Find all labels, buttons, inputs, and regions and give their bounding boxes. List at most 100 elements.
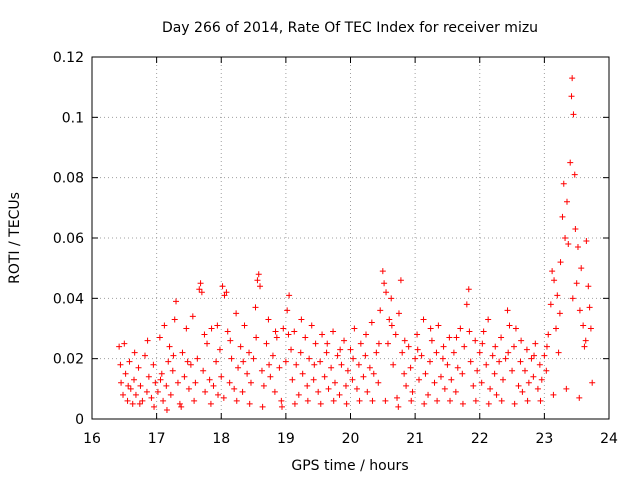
data-point	[198, 289, 205, 296]
data-point	[347, 346, 354, 353]
data-point	[472, 337, 479, 344]
data-point	[308, 322, 315, 329]
data-point	[517, 358, 524, 365]
data-point	[267, 373, 274, 380]
data-point	[463, 301, 470, 308]
data-point	[578, 265, 585, 272]
data-point	[356, 397, 363, 404]
data-point	[284, 307, 291, 314]
data-point	[331, 379, 338, 386]
data-point	[383, 289, 390, 296]
data-point	[362, 352, 369, 359]
data-point	[525, 379, 532, 386]
data-point	[254, 277, 261, 284]
data-point	[197, 280, 204, 287]
data-point	[247, 379, 254, 386]
data-point	[434, 397, 441, 404]
data-point	[271, 388, 278, 395]
data-point	[257, 283, 264, 290]
data-point	[576, 394, 583, 401]
data-point	[152, 379, 159, 386]
data-point	[226, 379, 233, 386]
data-point	[565, 241, 572, 248]
axis-ticks: 16 17 18 19 20 21 22 23 24 0 0.02 0.04 0.06 0.08 0.1 0.…	[53, 50, 618, 447]
data-point	[562, 235, 569, 241]
data-point	[220, 394, 227, 401]
data-point	[233, 310, 240, 317]
data-point	[293, 361, 300, 368]
data-point	[483, 361, 490, 368]
data-point	[375, 340, 382, 347]
data-point	[421, 400, 428, 407]
data-point	[282, 358, 289, 365]
x-axis-label: GPS time / hours	[291, 458, 408, 474]
data-point	[336, 391, 343, 398]
data-point	[568, 93, 575, 100]
data-point	[414, 331, 421, 338]
data-point	[373, 349, 380, 356]
data-point	[200, 367, 207, 374]
data-point	[422, 370, 429, 377]
data-point	[278, 397, 285, 404]
data-point	[478, 379, 485, 386]
data-point	[407, 364, 414, 371]
data-point	[219, 283, 226, 290]
data-point	[165, 358, 172, 365]
data-point	[341, 337, 348, 344]
data-point	[297, 349, 304, 356]
data-point	[394, 394, 401, 401]
data-point	[280, 325, 287, 332]
data-point	[181, 373, 188, 380]
data-point	[518, 337, 525, 344]
data-point	[581, 343, 588, 350]
data-point	[185, 385, 192, 392]
data-point	[291, 328, 298, 335]
grid-lines	[92, 57, 609, 419]
x-tick-label: 23	[535, 431, 553, 447]
data-point	[589, 379, 596, 386]
data-point	[124, 397, 131, 404]
data-point	[440, 343, 447, 350]
data-point	[425, 391, 432, 398]
data-point	[163, 406, 170, 413]
data-point	[392, 331, 399, 338]
data-point	[569, 75, 576, 82]
data-point	[349, 376, 356, 383]
data-point	[286, 292, 293, 299]
data-point	[474, 367, 481, 374]
data-point	[485, 316, 492, 323]
data-point	[399, 349, 406, 356]
data-point	[448, 376, 455, 383]
data-point	[555, 349, 562, 356]
data-point	[174, 379, 181, 386]
y-tick-label: 0.1	[62, 110, 84, 126]
data-point	[569, 295, 576, 302]
data-point	[563, 198, 570, 205]
data-point	[285, 331, 292, 338]
x-tick-label: 20	[342, 431, 360, 447]
data-point	[273, 334, 280, 341]
data-point	[127, 385, 134, 392]
data-point	[129, 400, 136, 407]
data-point	[541, 352, 548, 359]
x-tick-label: 17	[148, 431, 166, 447]
data-point	[169, 367, 176, 374]
data-point	[156, 334, 163, 341]
data-point	[255, 271, 262, 278]
data-point	[312, 340, 319, 347]
data-point	[323, 349, 330, 356]
data-point	[189, 313, 196, 320]
y-tick-label: 0.08	[53, 171, 84, 187]
data-point	[144, 337, 151, 344]
data-point	[317, 358, 324, 365]
data-point	[485, 400, 492, 407]
data-point	[390, 361, 397, 368]
data-point	[265, 316, 272, 323]
data-point	[194, 355, 201, 362]
data-point	[289, 376, 296, 383]
data-point	[196, 286, 203, 293]
data-point	[459, 370, 466, 377]
data-point	[543, 343, 550, 350]
data-point	[414, 346, 421, 353]
data-point	[416, 376, 423, 383]
